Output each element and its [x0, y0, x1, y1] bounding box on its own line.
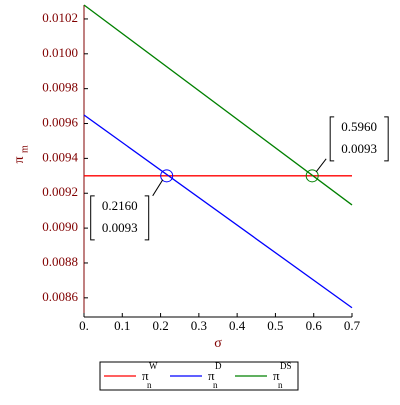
- y-axis-label: π m: [12, 145, 30, 164]
- bracket: [90, 195, 150, 241]
- legend-label: π: [208, 368, 215, 383]
- legend-label: π: [273, 368, 280, 383]
- y-tick-label: 0.0102: [42, 10, 78, 25]
- point-marker: [305, 169, 319, 183]
- annotation-label: 0.0093: [341, 141, 377, 156]
- y-tick-label: 0.0096: [42, 115, 78, 130]
- legend-label-sup: DS: [280, 361, 292, 371]
- x-tick-label: 0.3: [191, 318, 207, 333]
- legend-box: [99, 361, 299, 391]
- x-tick-label: 0.1: [114, 318, 130, 333]
- bracket: [329, 116, 389, 162]
- leader-line: [152, 179, 164, 197]
- legend-label-sup: D: [215, 361, 222, 371]
- y-tick-label: 0.0094: [42, 149, 78, 164]
- legend-label-sup: W: [149, 361, 158, 371]
- annotation-label: 0.2160: [102, 198, 138, 213]
- y-tick-label: 0.0100: [42, 45, 78, 60]
- y-tick-label: 0.0098: [42, 80, 78, 95]
- leader-line: [315, 158, 327, 173]
- series-line: [83, 4, 353, 206]
- legend-label-sub: n: [278, 380, 283, 390]
- legend-label-sub: n: [213, 380, 218, 390]
- x-tick-label: 0.2: [152, 318, 168, 333]
- legend-label-sub: n: [147, 380, 152, 390]
- y-axis-label-main: π: [12, 156, 27, 163]
- y-tick-label: 0.0086: [42, 289, 78, 304]
- annotation-label: 0.0093: [102, 220, 138, 235]
- x-tick-label: 0.: [79, 318, 89, 333]
- y-axis-label-sub: m: [19, 145, 30, 153]
- point-marker: [160, 169, 174, 183]
- annotation-label: 0.5960: [341, 119, 377, 134]
- x-tick-label: 0.4: [229, 318, 246, 333]
- x-axis-label: σ: [214, 336, 222, 351]
- x-tick-label: 0.6: [306, 318, 323, 333]
- x-tick-label: 0.7: [344, 318, 361, 333]
- y-tick-label: 0.0090: [42, 219, 78, 234]
- y-tick-label: 0.0092: [42, 184, 78, 199]
- y-tick-label: 0.0088: [42, 254, 78, 269]
- legend-label: π: [142, 368, 149, 383]
- series-line: [83, 114, 353, 309]
- x-tick-label: 0.5: [267, 318, 283, 333]
